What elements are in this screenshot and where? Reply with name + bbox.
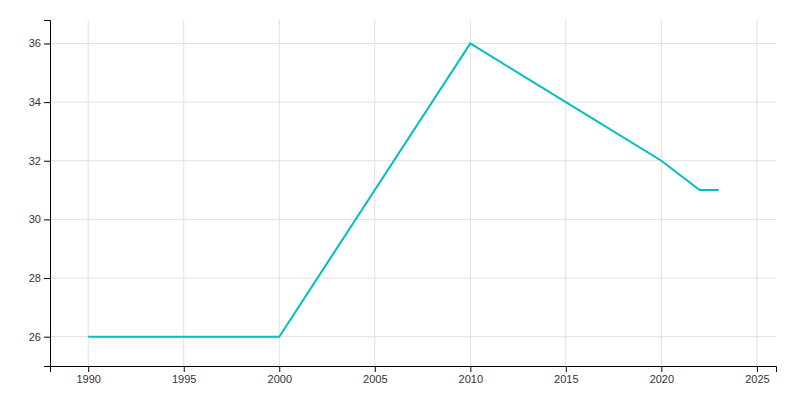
grid-line [50,278,776,279]
y-tick-mark [44,337,50,338]
y-tick-label: 36 [29,37,41,49]
y-tick-label: 30 [29,213,41,225]
grid-line [50,43,776,44]
x-tick: 2010 [459,366,483,385]
y-tick: 36 [29,37,50,49]
y-tick-mark [44,43,50,44]
x-tick: 2025 [745,366,769,385]
x-tick-label: 2025 [745,373,769,385]
y-tick-label: 28 [29,272,41,284]
x-tick: 1995 [172,366,196,385]
y-tick-mark [44,161,50,162]
grid-line [279,20,280,366]
x-tick-label: 1990 [76,373,100,385]
grid [50,20,776,366]
x-tick-label: 2010 [459,373,483,385]
grid-line [661,20,662,366]
y-tick-mark [44,102,50,103]
x-tick: 2005 [363,366,387,385]
plot-area: 1990 1995 2000 2005 2010 2015 2020 2025 26 28 30 32… [29,20,777,385]
y-tick: 26 [29,331,50,343]
x-tick-mark [88,366,89,372]
x-tick-label: 1995 [172,373,196,385]
x-tick-mark [566,366,567,372]
x-tick-mark [184,366,185,372]
chart-container: 1990 1995 2000 2005 2010 2015 2020 2025 26 28 30 32… [0,0,800,400]
data-line [88,43,718,336]
grid-line [50,160,776,161]
x-tick-label: 2005 [363,373,387,385]
y-axis: 26 28 30 32 34 36 [29,21,51,367]
grid-line [756,20,757,366]
y-tick: 28 [29,272,50,284]
x-axis-line [51,367,777,373]
y-tick: 34 [29,96,50,108]
grid-line [50,102,776,103]
x-tick-label: 2000 [268,373,292,385]
x-tick: 2000 [268,366,292,385]
y-axis-line [44,21,51,367]
x-tick: 1990 [76,366,100,385]
y-tick: 30 [29,213,50,225]
grid-line [470,20,471,366]
x-tick-mark [757,366,758,372]
x-tick-mark [279,366,280,372]
x-axis: 1990 1995 2000 2005 2010 2015 2020 2025 [51,366,777,385]
x-tick-label: 2020 [650,373,674,385]
x-tick: 2015 [554,366,578,385]
x-tick-label: 2015 [554,373,578,385]
y-tick-mark [44,278,50,279]
chart-svg: 1990 1995 2000 2005 2010 2015 2020 2025 26 28 30 32… [0,0,800,400]
marks [88,43,718,336]
y-tick-label: 26 [29,331,41,343]
y-tick-label: 32 [29,155,41,167]
x-tick-mark [375,366,376,372]
y-tick-mark [44,219,50,220]
x-tick-mark [661,366,662,372]
x-tick: 2020 [650,366,674,385]
grid-line [374,20,375,366]
y-tick: 32 [29,155,50,167]
grid-line [183,20,184,366]
grid-line [50,219,776,220]
grid-line [88,20,89,366]
x-tick-mark [470,366,471,372]
y-tick-label: 34 [29,96,41,108]
grid-line [565,20,566,366]
